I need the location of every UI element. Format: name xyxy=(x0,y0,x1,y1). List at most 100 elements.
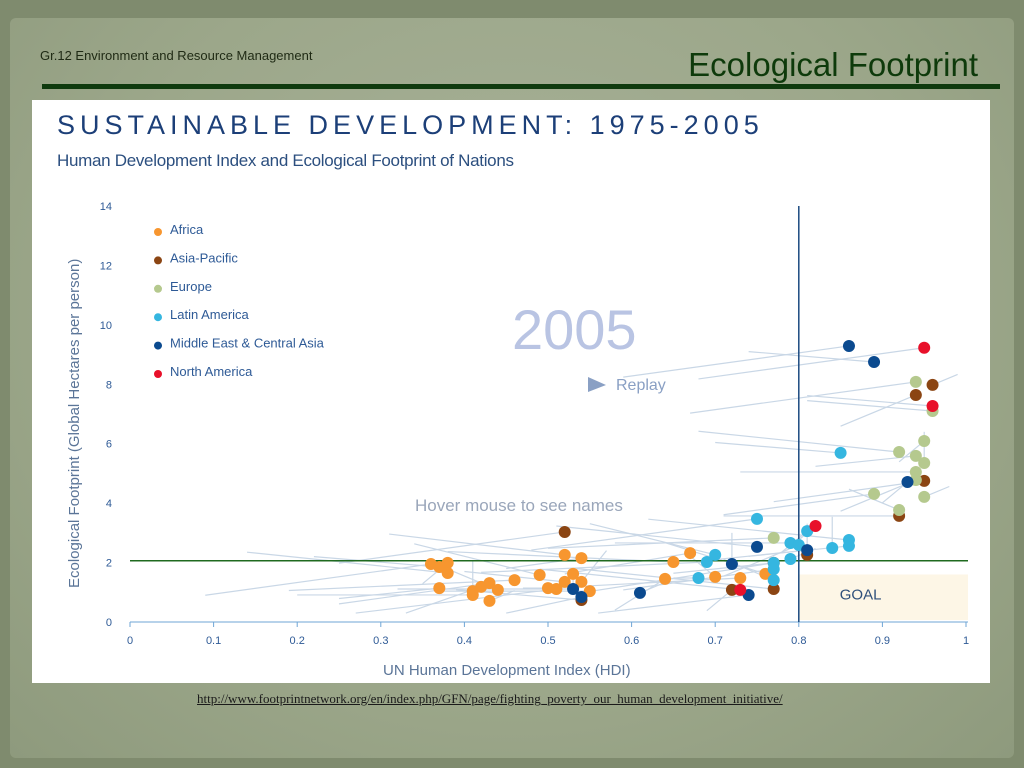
data-point[interactable] xyxy=(918,435,931,448)
legend: Africa Asia-Pacific Europe Latin America Mid… xyxy=(154,222,325,379)
trail-line xyxy=(648,518,850,541)
data-point[interactable] xyxy=(918,341,931,354)
data-point[interactable] xyxy=(441,556,454,569)
data-point[interactable] xyxy=(784,553,797,566)
data-point[interactable] xyxy=(725,558,738,571)
trail-line xyxy=(715,441,841,454)
x-axis-label: UN Human Development Index (HDI) xyxy=(383,662,631,679)
title-divider xyxy=(42,84,1000,89)
replay-button[interactable]: Replay xyxy=(588,377,666,394)
data-point[interactable] xyxy=(893,446,906,459)
data-point[interactable] xyxy=(575,591,588,604)
data-point[interactable] xyxy=(466,588,479,601)
trail-line xyxy=(673,562,774,574)
data-point[interactable] xyxy=(558,525,571,538)
legend-item: Africa xyxy=(170,222,204,237)
trail-line xyxy=(623,345,850,378)
data-point[interactable] xyxy=(809,520,822,533)
y-tick-label: 0 xyxy=(106,617,112,629)
data-point[interactable] xyxy=(533,569,546,582)
goal-label: GOAL xyxy=(840,587,882,604)
data-point[interactable] xyxy=(842,539,855,552)
data-point[interactable] xyxy=(926,378,939,391)
hover-hint: Hover mouse to see names xyxy=(415,496,623,515)
data-point[interactable] xyxy=(433,582,446,595)
data-point[interactable] xyxy=(751,540,763,553)
data-point[interactable] xyxy=(667,555,680,568)
x-tick-label: 0.2 xyxy=(290,635,305,647)
data-point[interactable] xyxy=(893,503,906,516)
y-ticks: 0 2 4 6 8 10 12 14 xyxy=(100,201,112,629)
data-point[interactable] xyxy=(725,583,738,596)
legend-marker xyxy=(154,341,162,350)
data-point[interactable] xyxy=(567,567,580,580)
data-point[interactable] xyxy=(767,583,780,596)
data-points xyxy=(424,339,939,607)
data-point[interactable] xyxy=(575,575,588,588)
trail-line xyxy=(313,556,440,568)
source-link[interactable]: http://www.footprintnetwork.org/en/index… xyxy=(197,691,783,706)
legend-marker xyxy=(154,256,162,265)
play-icon xyxy=(588,377,606,392)
trail-line xyxy=(506,557,582,570)
data-point[interactable] xyxy=(709,548,722,561)
data-point[interactable] xyxy=(633,586,646,599)
trail-line xyxy=(807,400,933,412)
trails xyxy=(205,345,958,614)
x-tick-label: 0 xyxy=(127,635,133,647)
x-tick-label: 1 xyxy=(963,635,969,647)
data-point[interactable] xyxy=(700,555,713,568)
data-point[interactable] xyxy=(842,339,855,352)
data-point[interactable] xyxy=(550,583,563,596)
trail-line xyxy=(773,480,925,503)
data-point[interactable] xyxy=(575,552,588,565)
data-point[interactable] xyxy=(767,574,780,587)
data-point[interactable] xyxy=(583,585,596,598)
data-point[interactable] xyxy=(868,356,881,368)
trail-line xyxy=(338,582,490,605)
data-point[interactable] xyxy=(734,572,747,585)
data-point[interactable] xyxy=(926,399,939,412)
data-point[interactable] xyxy=(692,572,705,585)
data-point[interactable] xyxy=(684,547,697,560)
trail-line xyxy=(690,381,916,414)
data-point[interactable] xyxy=(734,583,747,596)
trail-line xyxy=(807,394,933,407)
data-point[interactable] xyxy=(868,487,881,500)
data-point[interactable] xyxy=(441,566,454,579)
y-tick-label: 12 xyxy=(100,260,112,272)
data-point[interactable] xyxy=(709,570,722,583)
data-point[interactable] xyxy=(767,531,780,544)
legend-marker xyxy=(154,228,162,236)
trail-line xyxy=(556,525,758,548)
y-tick-label: 2 xyxy=(106,558,112,570)
legend-marker xyxy=(154,284,162,293)
data-point[interactable] xyxy=(558,575,571,588)
data-point[interactable] xyxy=(834,446,847,459)
data-point[interactable] xyxy=(909,375,922,388)
data-point[interactable] xyxy=(558,548,571,561)
trail-line xyxy=(748,351,875,363)
data-point[interactable] xyxy=(909,449,922,462)
data-point[interactable] xyxy=(508,574,521,587)
trail-line xyxy=(531,518,758,551)
data-point[interactable] xyxy=(567,583,580,596)
data-point[interactable] xyxy=(826,542,839,555)
trail-line xyxy=(355,588,557,614)
data-point[interactable] xyxy=(491,583,504,596)
data-point[interactable] xyxy=(801,544,814,557)
data-point[interactable] xyxy=(659,572,672,585)
slide-title: Ecological Footprint xyxy=(688,46,978,83)
data-point[interactable] xyxy=(918,490,931,503)
data-point[interactable] xyxy=(909,388,922,401)
x-tick-label: 0.5 xyxy=(540,635,555,647)
legend-item: Europe xyxy=(170,279,212,294)
data-point[interactable] xyxy=(901,476,914,489)
data-point[interactable] xyxy=(918,457,931,470)
data-point[interactable] xyxy=(751,512,763,525)
data-point[interactable] xyxy=(483,594,496,607)
trail-line xyxy=(506,596,582,614)
data-point[interactable] xyxy=(767,556,780,569)
data-point[interactable] xyxy=(483,577,496,590)
